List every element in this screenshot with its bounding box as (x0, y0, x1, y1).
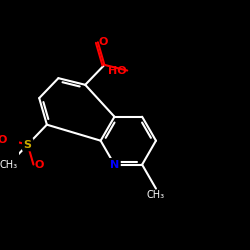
Text: S: S (24, 140, 32, 149)
Text: CH₃: CH₃ (147, 190, 165, 200)
Text: CH₃: CH₃ (0, 160, 18, 170)
Text: O: O (0, 134, 7, 144)
Text: O: O (99, 37, 108, 47)
Text: O: O (34, 160, 44, 170)
Text: HO: HO (108, 66, 126, 76)
Text: N: N (110, 160, 119, 170)
